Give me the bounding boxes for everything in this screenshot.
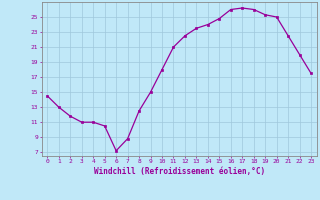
X-axis label: Windchill (Refroidissement éolien,°C): Windchill (Refroidissement éolien,°C) <box>94 167 265 176</box>
